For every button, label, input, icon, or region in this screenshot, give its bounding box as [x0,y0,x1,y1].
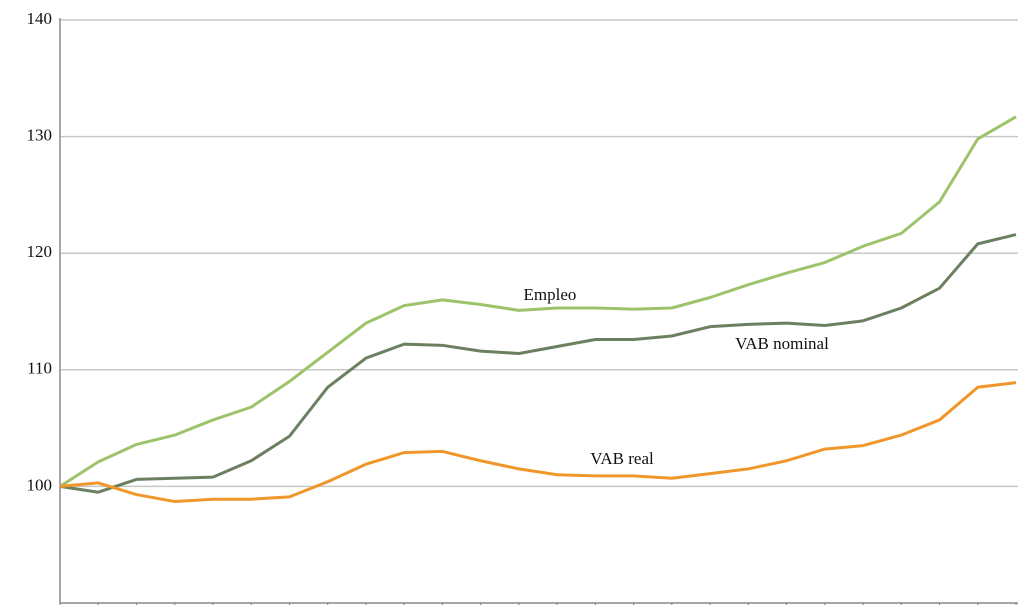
y-tick-label: 120 [27,242,53,261]
y-tick-label: 110 [27,359,52,378]
y-tick-label: 100 [27,475,53,494]
y-tick-label: 130 [27,126,53,145]
y-tick-label: 140 [27,9,53,28]
series-line [59,233,1017,494]
series-label: VAB real [590,449,654,468]
series-label: Empleo [524,285,577,304]
series-line [59,381,1017,504]
series-line [59,115,1017,488]
series-label: VAB nominal [735,334,829,353]
